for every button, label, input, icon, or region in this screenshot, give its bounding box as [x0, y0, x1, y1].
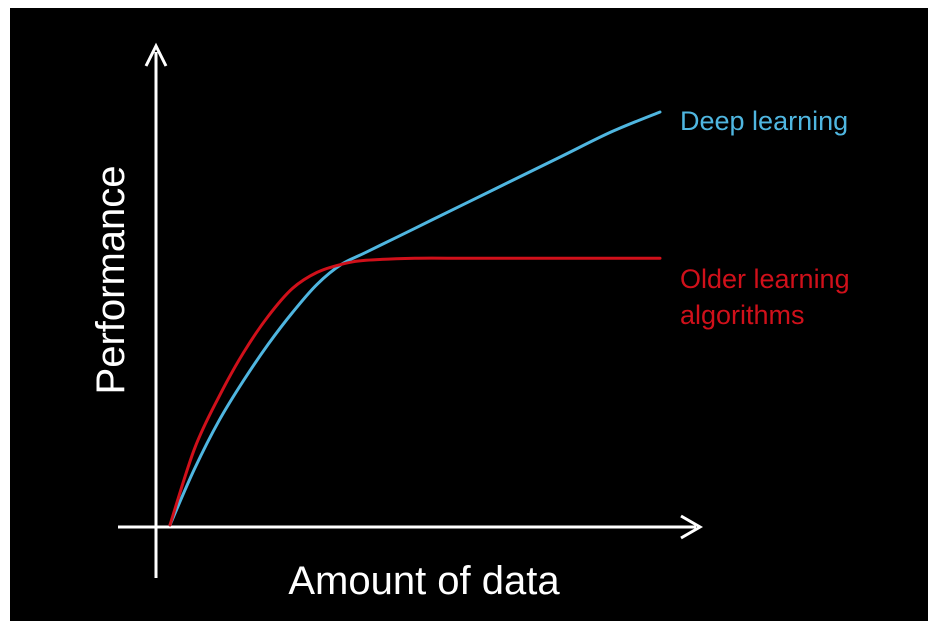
y-axis-arrow	[144, 42, 168, 67]
y-axis-label: Performance	[89, 166, 133, 395]
line-chart: Amount of data Performance Deep learning…	[89, 42, 850, 603]
series-label-older-line-1: Older learning	[680, 264, 850, 294]
chart-frame: Amount of data Performance Deep learning…	[10, 8, 928, 621]
series-line-older-learning-algorithms	[168, 256, 662, 527]
x-axis-arrow	[680, 514, 703, 540]
series-layer	[168, 110, 662, 527]
x-axis-label: Amount of data	[288, 559, 560, 603]
series-line-deep-learning	[168, 110, 662, 527]
series-label-older-line-2: algorithms	[680, 300, 805, 330]
series-label-deep-learning: Deep learning	[680, 106, 848, 136]
